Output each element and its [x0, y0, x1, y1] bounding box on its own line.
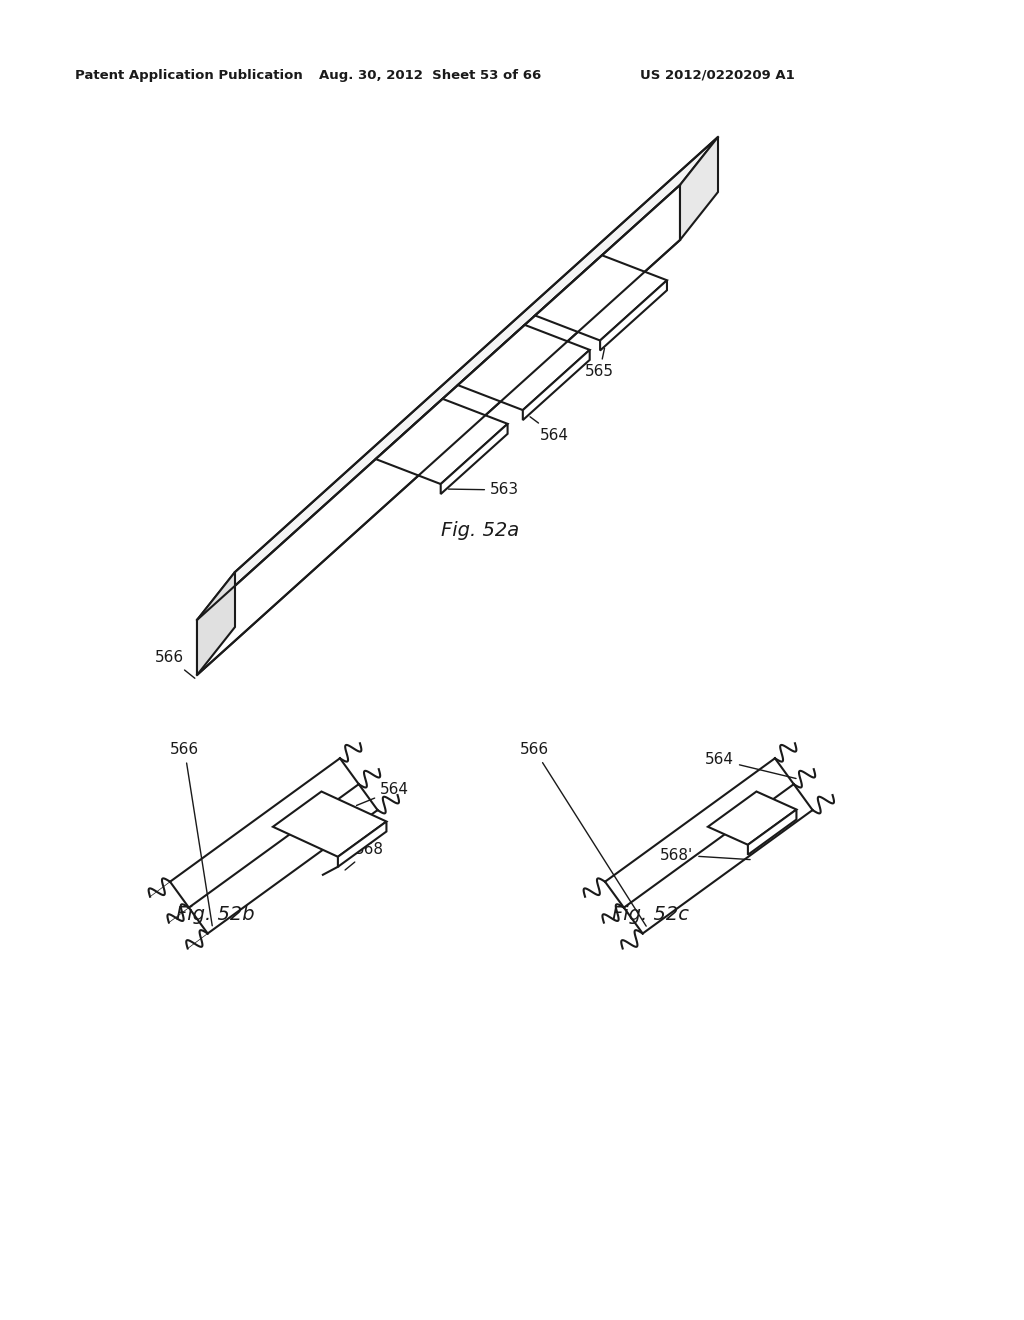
Polygon shape [273, 792, 386, 857]
Text: US 2012/0220209 A1: US 2012/0220209 A1 [640, 69, 795, 82]
Polygon shape [197, 185, 680, 675]
Text: 565: 565 [585, 348, 614, 380]
Polygon shape [708, 792, 797, 845]
Text: 564: 564 [356, 783, 409, 805]
Text: Fig. 52b: Fig. 52b [176, 906, 254, 924]
Polygon shape [536, 255, 667, 341]
Text: 566: 566 [520, 742, 646, 927]
Polygon shape [197, 137, 718, 620]
Text: 563: 563 [449, 483, 519, 498]
Text: Aug. 30, 2012  Sheet 53 of 66: Aug. 30, 2012 Sheet 53 of 66 [318, 69, 541, 82]
Text: Fig. 52a: Fig. 52a [441, 520, 519, 540]
Polygon shape [440, 424, 508, 494]
Text: 566: 566 [170, 742, 212, 925]
Polygon shape [600, 280, 667, 351]
Polygon shape [748, 809, 797, 855]
Text: 568': 568' [660, 847, 751, 862]
Text: Fig. 52c: Fig. 52c [611, 906, 688, 924]
Polygon shape [458, 325, 590, 411]
Text: 564: 564 [530, 417, 569, 442]
Polygon shape [376, 399, 508, 484]
Polygon shape [523, 350, 590, 420]
Text: 566: 566 [155, 651, 195, 678]
Polygon shape [338, 821, 386, 867]
Polygon shape [680, 137, 718, 240]
Text: 564: 564 [705, 752, 796, 779]
Text: Patent Application Publication: Patent Application Publication [75, 69, 303, 82]
Text: 568: 568 [345, 842, 384, 870]
Polygon shape [197, 572, 234, 675]
